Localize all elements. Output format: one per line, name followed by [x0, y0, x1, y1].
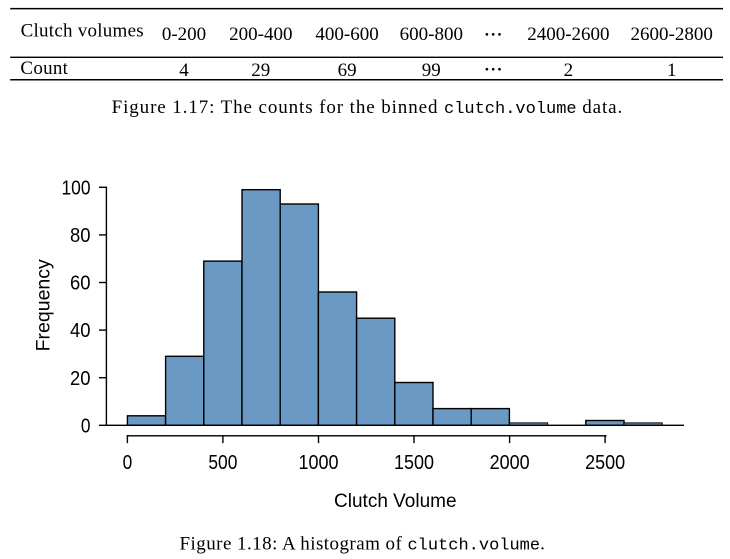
svg-text:600-800: 600-800 [400, 24, 463, 45]
svg-text:4: 4 [179, 60, 189, 81]
svg-text:40: 40 [70, 320, 91, 342]
svg-text:500: 500 [208, 452, 237, 474]
svg-text:29: 29 [251, 60, 270, 81]
svg-text:20: 20 [70, 368, 91, 390]
svg-text:Clutch volumes: Clutch volumes [21, 21, 144, 42]
svg-text:0: 0 [81, 415, 91, 437]
svg-text:2400-2600: 2400-2600 [527, 24, 609, 45]
svg-text:1500: 1500 [394, 452, 434, 474]
svg-text:99: 99 [422, 60, 441, 81]
svg-text:Count: Count [20, 58, 68, 79]
svg-text:1000: 1000 [299, 452, 339, 474]
svg-text:Figure 1.18: A histogram of cl: Figure 1.18: A histogram of clutch.volum… [180, 533, 546, 555]
svg-text:1: 1 [667, 60, 677, 81]
svg-text:69: 69 [338, 60, 357, 81]
svg-text:2500: 2500 [585, 452, 625, 474]
svg-text:2: 2 [564, 60, 574, 81]
svg-text:Clutch Volume: Clutch Volume [334, 491, 457, 512]
svg-text:Frequency: Frequency [33, 259, 55, 351]
svg-text:Figure 1.17: The counts for th: Figure 1.17: The counts for the binned c… [112, 97, 624, 119]
svg-text:200-400: 200-400 [229, 24, 292, 45]
svg-text:0: 0 [123, 452, 133, 474]
svg-text:2000: 2000 [490, 452, 530, 474]
svg-text:0-200: 0-200 [162, 24, 206, 45]
svg-text:80: 80 [70, 225, 91, 247]
svg-text:2600-2800: 2600-2800 [631, 24, 713, 45]
svg-text:60: 60 [70, 273, 91, 295]
svg-text:100: 100 [62, 177, 91, 199]
svg-text:400-600: 400-600 [315, 24, 378, 45]
